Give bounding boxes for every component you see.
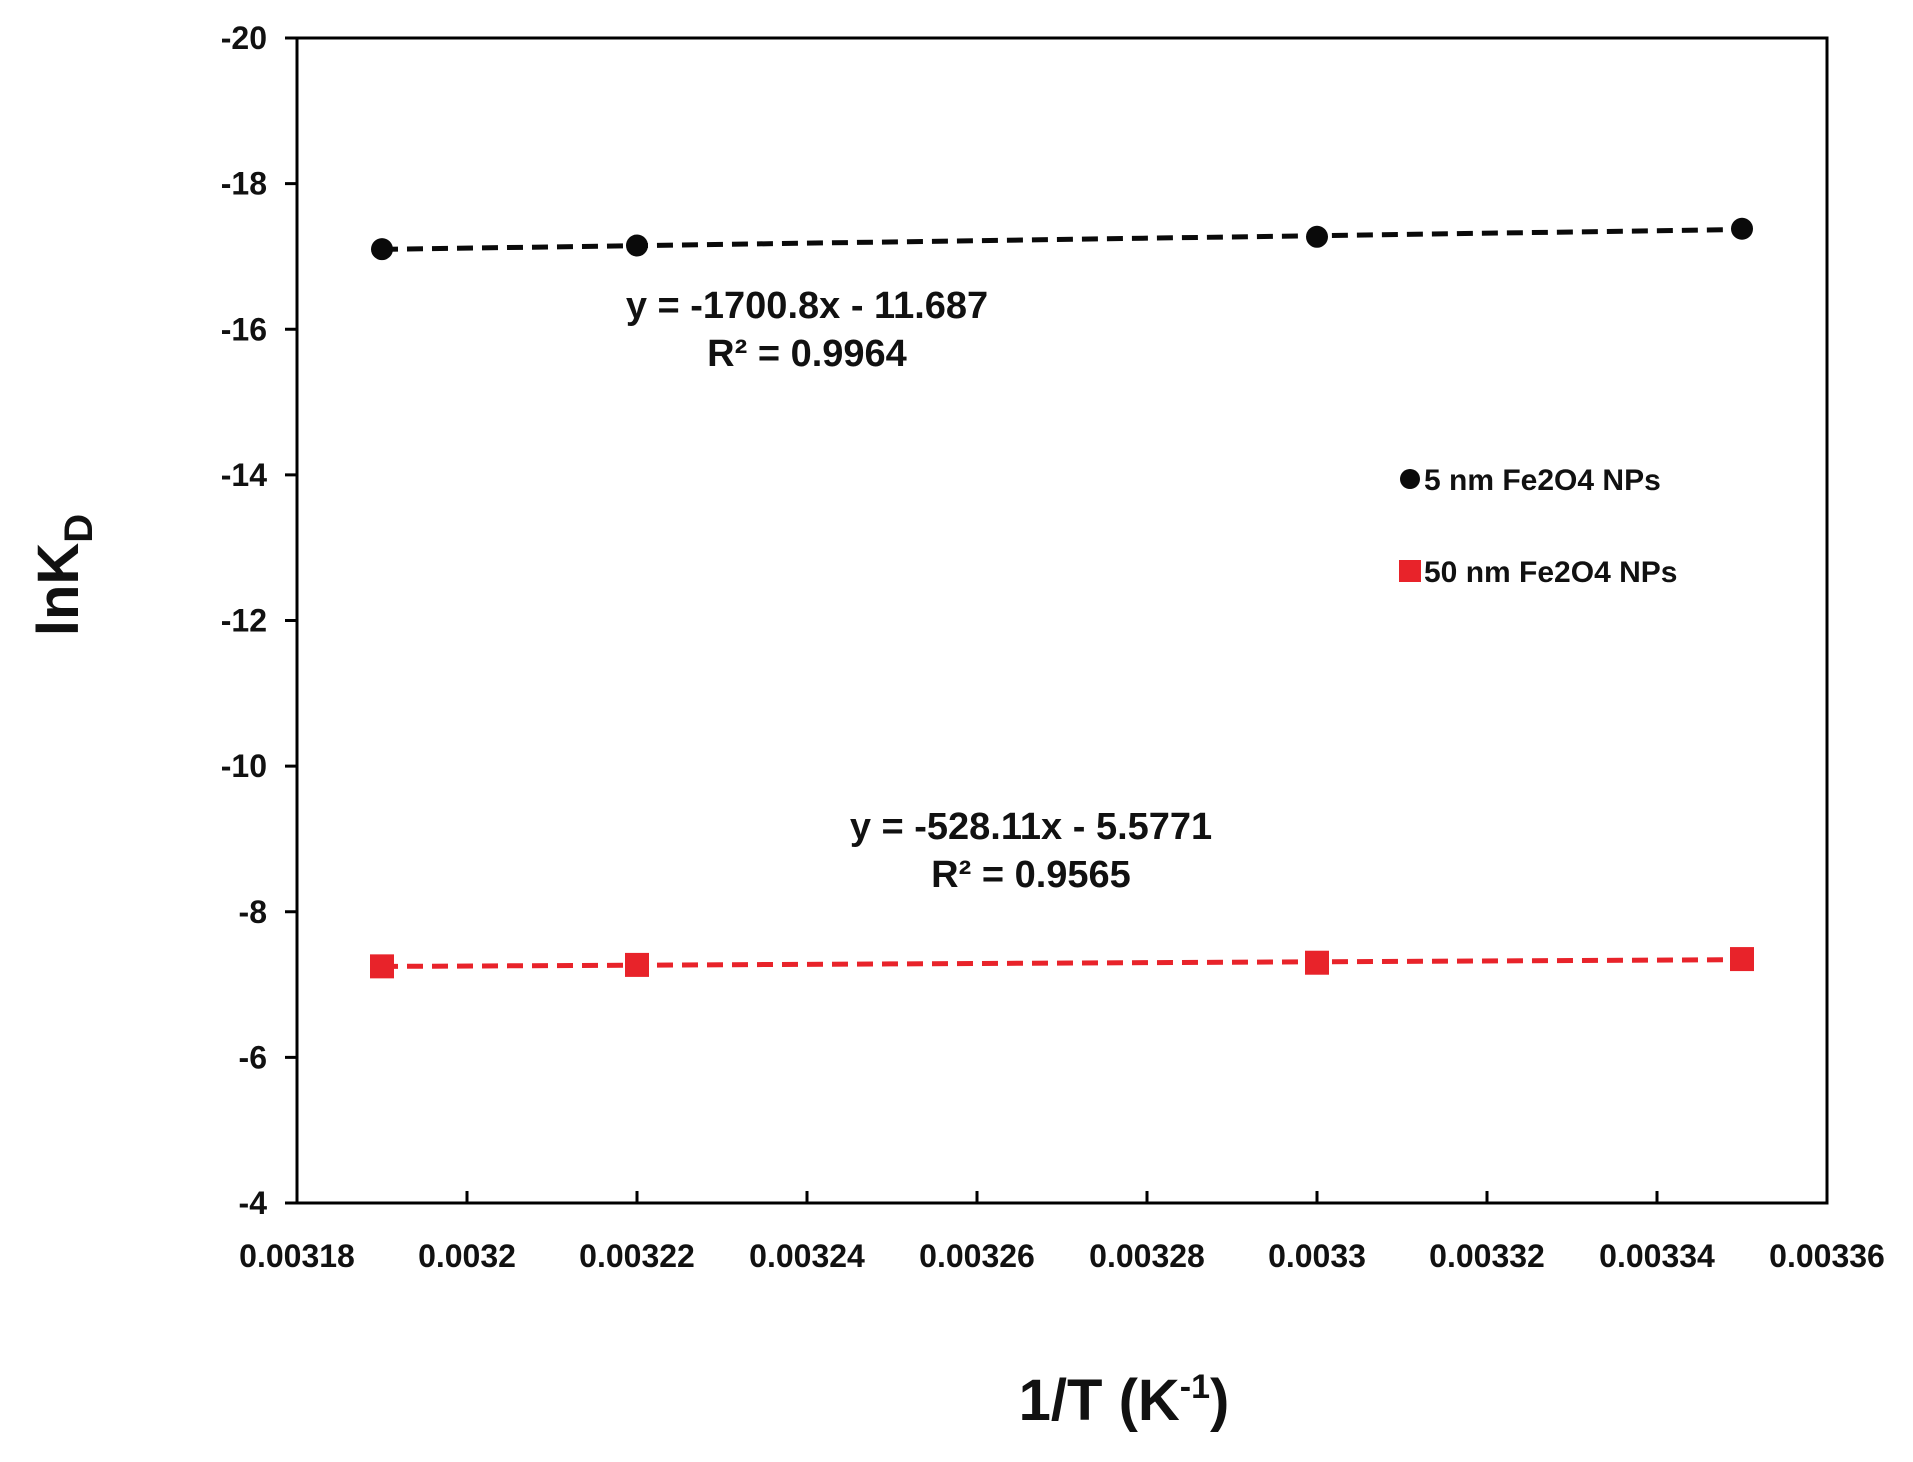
data-point-50nm xyxy=(625,952,649,977)
x-tick-label: 0.00318 xyxy=(239,1238,355,1274)
data-point-5nm xyxy=(1731,217,1753,240)
data-point-5nm xyxy=(371,238,393,261)
legend-item-50nm: 50 nm Fe2O4 NPs xyxy=(1399,556,1677,589)
x-tick-label: 0.0032 xyxy=(418,1238,516,1274)
data-points xyxy=(370,217,1754,979)
y-tick-label: -20 xyxy=(221,20,267,56)
x-tick-label: 0.00332 xyxy=(1429,1238,1545,1274)
y-tick-label: -12 xyxy=(221,603,267,639)
data-point-50nm xyxy=(370,954,394,979)
data-point-5nm xyxy=(1306,225,1328,248)
x-tick-label: 0.00334 xyxy=(1599,1238,1715,1274)
legend-item-5nm: 5 nm Fe2O4 NPs xyxy=(1400,464,1661,497)
legend-label-50nm: 50 nm Fe2O4 NPs xyxy=(1424,556,1677,589)
equation-5nm: y = -1700.8x - 11.687 xyxy=(626,285,988,327)
x-axis-title: 1/T (K-1) xyxy=(1019,1368,1230,1433)
trendlines xyxy=(381,226,1743,969)
x-tick-label: 0.00328 xyxy=(1089,1238,1205,1274)
r-squared-50nm: R² = 0.9565 xyxy=(931,854,1131,896)
y-tick-label: -4 xyxy=(239,1185,268,1221)
y-tick-label: -8 xyxy=(239,894,267,930)
x-tick-label: 0.0033 xyxy=(1268,1238,1366,1274)
legend: 5 nm Fe2O4 NPs 50 nm Fe2O4 NPs xyxy=(1399,464,1677,589)
data-point-50nm xyxy=(1730,947,1754,972)
y-tick-label: -16 xyxy=(221,311,267,347)
y-tick-label: -18 xyxy=(221,166,267,202)
y-tick-label: -14 xyxy=(221,457,267,493)
x-tick-label: 0.00322 xyxy=(579,1238,695,1274)
y-tick-label: -6 xyxy=(239,1039,267,1075)
y-axis-ticks: -4 -6 -8 -10 -12 -14 -16 -18 -20 xyxy=(221,20,297,1221)
trendline-series-0 xyxy=(381,226,1743,252)
x-axis-ticks: 0.00318 0.0032 0.00322 0.00324 0.00326 0.0032… xyxy=(239,1191,1885,1274)
legend-marker-circle xyxy=(1400,469,1420,489)
plot-area xyxy=(295,36,1829,1205)
data-point-5nm xyxy=(626,234,648,257)
y-axis-title: lnKD xyxy=(26,514,101,636)
r-squared-5nm: R² = 0.9964 xyxy=(707,333,907,375)
y-tick-label: -10 xyxy=(221,748,267,784)
legend-marker-square xyxy=(1399,560,1421,582)
equation-50nm: y = -528.11x - 5.5771 xyxy=(850,806,1212,848)
x-tick-label: 0.00324 xyxy=(749,1238,865,1274)
x-tick-label: 0.00336 xyxy=(1769,1238,1885,1274)
trendline-series-1 xyxy=(381,957,1743,969)
data-point-50nm xyxy=(1305,950,1329,975)
x-tick-label: 0.00326 xyxy=(919,1238,1035,1274)
legend-label-5nm: 5 nm Fe2O4 NPs xyxy=(1424,464,1661,497)
